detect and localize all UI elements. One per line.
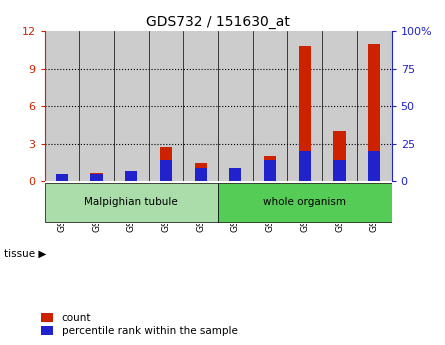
Bar [333,160,346,181]
Bar [194,168,207,181]
Bar [183,31,218,181]
Bar [299,151,311,181]
Text: whole organism: whole organism [263,197,346,207]
Legend: count, percentile rank within the sample: count, percentile rank within the sample [41,313,238,336]
Bar [90,172,103,181]
Text: Malpighian tubule: Malpighian tubule [85,197,178,207]
Bar [229,177,242,181]
Bar [160,147,172,181]
Bar [44,184,218,222]
Bar [56,175,68,181]
Bar [194,162,207,181]
Bar [160,160,172,181]
Bar [264,156,276,181]
Bar [218,31,253,181]
Bar [253,31,287,181]
Bar [56,174,68,181]
Bar [322,31,357,181]
Bar [125,171,138,181]
Bar [125,176,138,181]
Title: GDS732 / 151630_at: GDS732 / 151630_at [146,14,290,29]
Bar [368,151,380,181]
Text: tissue ▶: tissue ▶ [4,249,47,258]
Bar [264,160,276,181]
Bar [333,131,346,181]
Bar [218,184,392,222]
Bar [368,43,380,181]
Bar [114,31,149,181]
Bar [90,174,103,181]
Bar [357,31,392,181]
Bar [287,31,322,181]
Bar [229,168,242,181]
Bar [299,46,311,181]
Bar [149,31,183,181]
Bar [79,31,114,181]
Bar [44,31,79,181]
